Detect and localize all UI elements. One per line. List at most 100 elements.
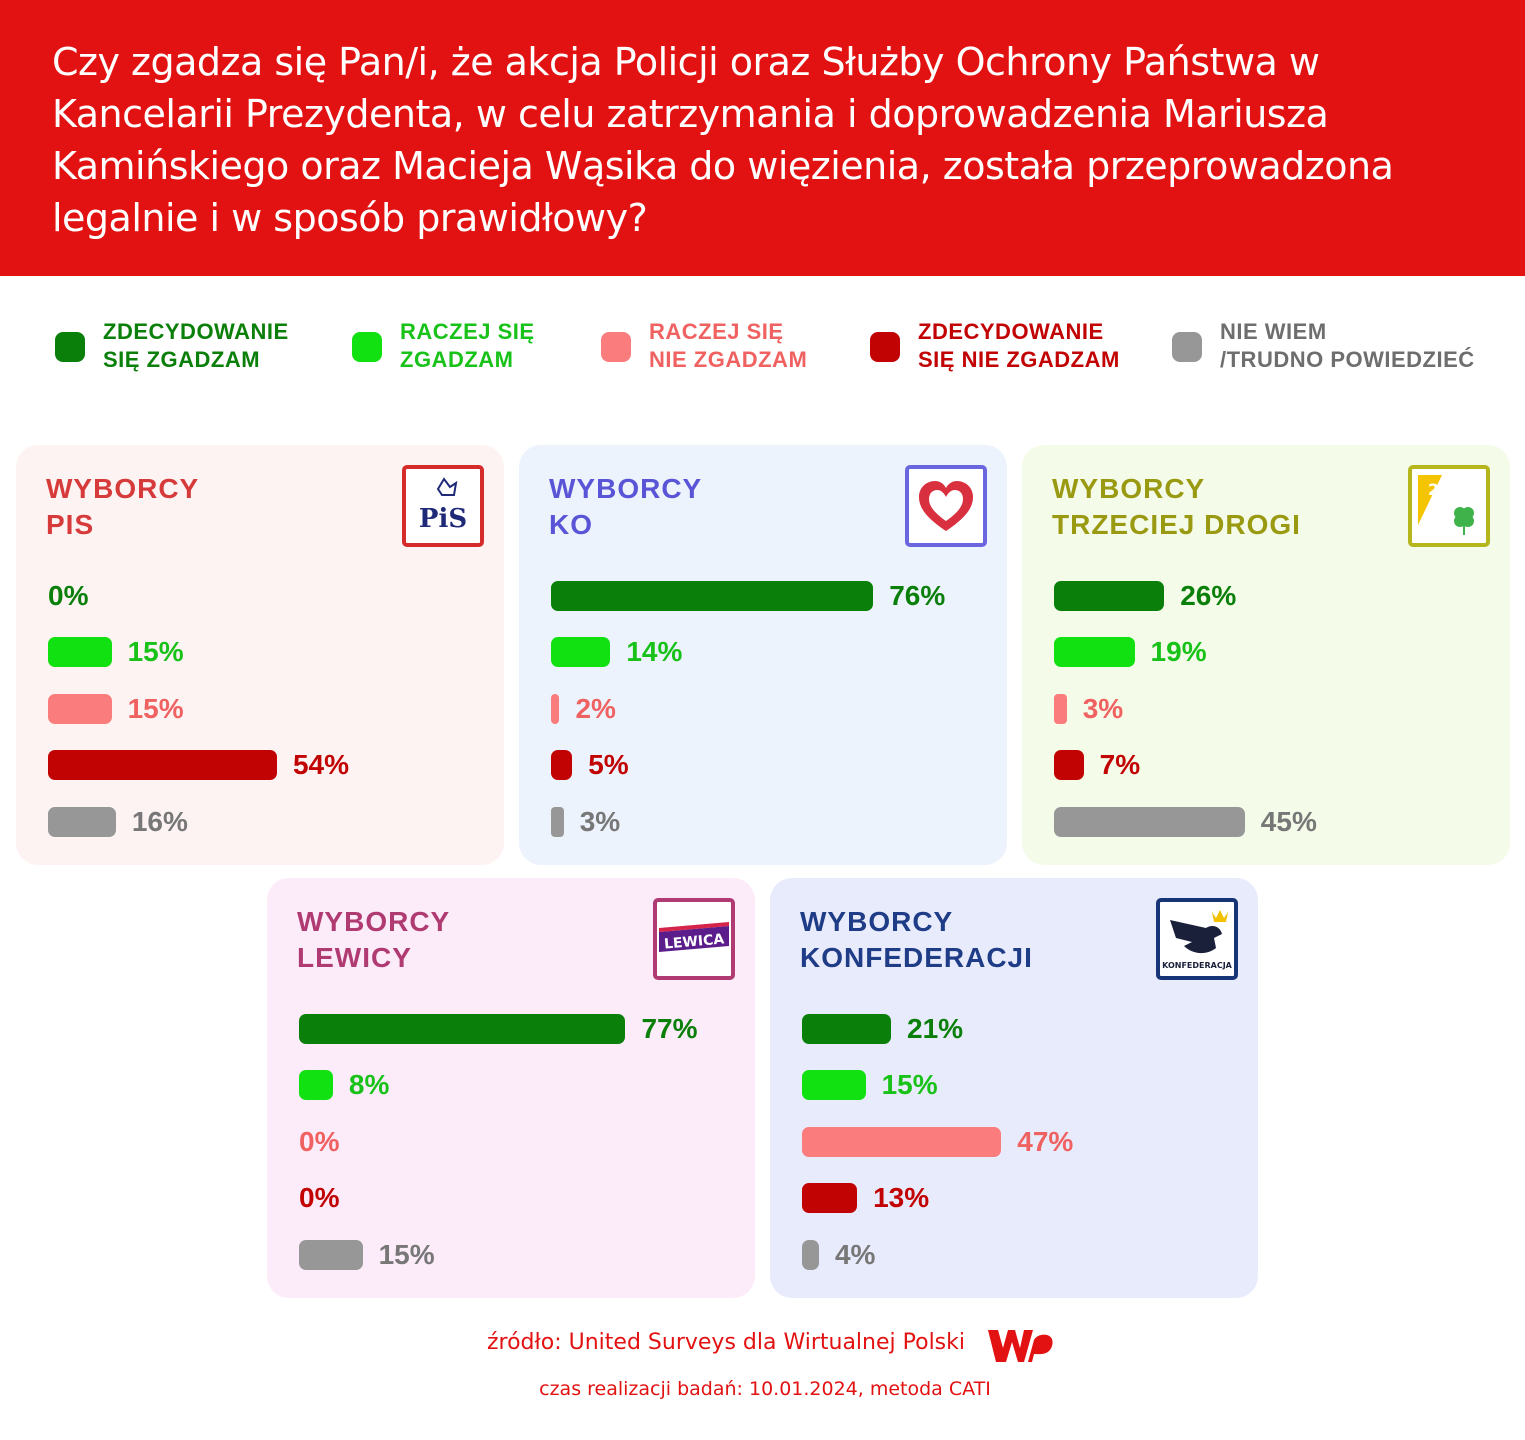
legend-label: ZDECYDOWANIE SIĘ ZGADZAM <box>103 318 363 374</box>
bar <box>48 637 112 667</box>
bar-row: 21% <box>802 1014 1242 1044</box>
chart-panel: WYBORCY PIS PiS 0% 15% 15% 54% 16% <box>16 445 504 865</box>
heart-logo <box>905 465 987 547</box>
legend-label-line1: RACZEJ SIĘ <box>649 319 784 344</box>
panel-title-line: WYBORCY <box>549 473 703 504</box>
legend-label: RACZEJ SIĘ ZGADZAM <box>400 318 660 374</box>
panel-title-line: WYBORCY <box>297 906 451 937</box>
data-label: 77% <box>641 1013 698 1044</box>
panel-title-line: WYBORCY <box>800 906 954 937</box>
legend-label-line1: NIE WIEM <box>1220 319 1327 344</box>
bar-row: 76% <box>551 581 991 611</box>
bar <box>802 1014 892 1044</box>
bar <box>802 1070 866 1100</box>
panel-title-line: WYBORCY <box>1052 473 1206 504</box>
chart-panel: WYBORCY TRZECIEJ DROGI 20 26% 19% 3% 7% 45% <box>1022 445 1510 865</box>
svg-text:PiS: PiS <box>419 504 467 534</box>
panel-title-line: LEWICY <box>297 942 412 973</box>
bar <box>802 1183 858 1213</box>
legend-swatch <box>1172 332 1202 362</box>
bar <box>1054 750 1084 780</box>
bar-row: 15% <box>48 637 488 667</box>
data-label: 21% <box>907 1013 964 1044</box>
data-label: 4% <box>834 1239 876 1270</box>
bar-row: 0% <box>48 581 488 611</box>
legend-label-line1: ZDECYDOWANIE <box>103 319 289 344</box>
bar-row: 15% <box>48 694 488 724</box>
legend-label-line2: NIE ZGADZAM <box>649 347 808 372</box>
data-label: 0% <box>48 580 89 611</box>
data-label: 0% <box>299 1182 340 1213</box>
bar <box>1054 581 1165 611</box>
konfederacja-logo: KONFEDERACJA <box>1156 898 1238 980</box>
data-label: 13% <box>873 1182 930 1213</box>
data-label: 15% <box>127 693 184 724</box>
bar-row: 2% <box>551 694 991 724</box>
panel-title: WYBORCY PIS <box>46 471 376 543</box>
panel-title-line: PIS <box>46 509 95 540</box>
legend-swatch <box>870 332 900 362</box>
bar <box>551 581 874 611</box>
legend-label: RACZEJ SIĘ NIE ZGADZAM <box>649 318 909 374</box>
footer-source: źródło: United Surveys dla Wirtualnej Po… <box>486 1330 965 1355</box>
bar <box>1054 637 1135 667</box>
bar <box>299 1014 626 1044</box>
question-title: Czy zgadza się Pan/i, że akcja Policji o… <box>52 40 1394 240</box>
data-label: 15% <box>378 1239 435 1270</box>
bar <box>551 750 573 780</box>
bar <box>299 1240 363 1270</box>
bar <box>299 1070 333 1100</box>
panel-title-line: WYBORCY <box>46 473 200 504</box>
data-label: 76% <box>889 580 946 611</box>
chart-panel: WYBORCY LEWICY LEWICA 77% 8% 0% 0% 15% <box>267 878 755 1298</box>
lewica-logo: LEWICA <box>653 898 735 980</box>
data-label: 0% <box>299 1126 340 1157</box>
bar <box>1054 807 1245 837</box>
legend-label-line2: /TRUDNO POWIEDZIEĆ <box>1220 347 1475 372</box>
trzecia-droga-logo: 20 <box>1408 465 1490 547</box>
bar-row: 54% <box>48 750 488 780</box>
bar-row: 0% <box>299 1183 739 1213</box>
legend-swatch <box>55 332 85 362</box>
bar <box>551 637 611 667</box>
bar-row: 45% <box>1054 807 1494 837</box>
bar-row: 7% <box>1054 750 1494 780</box>
svg-text:KONFEDERACJA: KONFEDERACJA <box>1162 961 1233 970</box>
legend-label-line1: ZDECYDOWANIE <box>918 319 1104 344</box>
bar-row: 15% <box>299 1240 739 1270</box>
data-label: 15% <box>881 1069 938 1100</box>
header-banner: Czy zgadza się Pan/i, że akcja Policji o… <box>0 0 1525 276</box>
bar-row: 47% <box>802 1127 1242 1157</box>
legend-label-line1: RACZEJ SIĘ <box>400 319 535 344</box>
legend-swatch <box>601 332 631 362</box>
bar <box>802 1240 819 1270</box>
data-label: 7% <box>1099 749 1141 780</box>
bar-row: 13% <box>802 1183 1242 1213</box>
bar-row: 3% <box>551 807 991 837</box>
legend-label-line2: ZGADZAM <box>400 347 514 372</box>
bar <box>48 807 116 837</box>
data-label: 47% <box>1017 1126 1074 1157</box>
bar-row: 8% <box>299 1070 739 1100</box>
bar-row: 16% <box>48 807 488 837</box>
bar-row: 4% <box>802 1240 1242 1270</box>
data-label: 45% <box>1260 806 1317 837</box>
bar-row: 26% <box>1054 581 1494 611</box>
panel-title-line: TRZECIEJ DROGI <box>1052 509 1301 540</box>
data-label: 8% <box>348 1069 390 1100</box>
panel-title-line: KONFEDERACJI <box>800 942 1033 973</box>
bar-row: 5% <box>551 750 991 780</box>
chart-panel: WYBORCY KO 76% 14% 2% 5% 3% <box>519 445 1007 865</box>
data-label: 15% <box>127 636 184 667</box>
pis-logo: PiS <box>402 465 484 547</box>
data-label: 2% <box>575 693 616 724</box>
bar <box>551 807 564 837</box>
panel-title: WYBORCY KONFEDERACJI <box>800 904 1130 976</box>
panel-title: WYBORCY TRZECIEJ DROGI <box>1052 471 1382 543</box>
data-label: 54% <box>292 749 349 780</box>
bar-row: 77% <box>299 1014 739 1044</box>
bar-row: 3% <box>1054 694 1494 724</box>
panel-title: WYBORCY LEWICY <box>297 904 627 976</box>
wp-logo <box>988 1330 1053 1362</box>
bar-row: 0% <box>299 1127 739 1157</box>
